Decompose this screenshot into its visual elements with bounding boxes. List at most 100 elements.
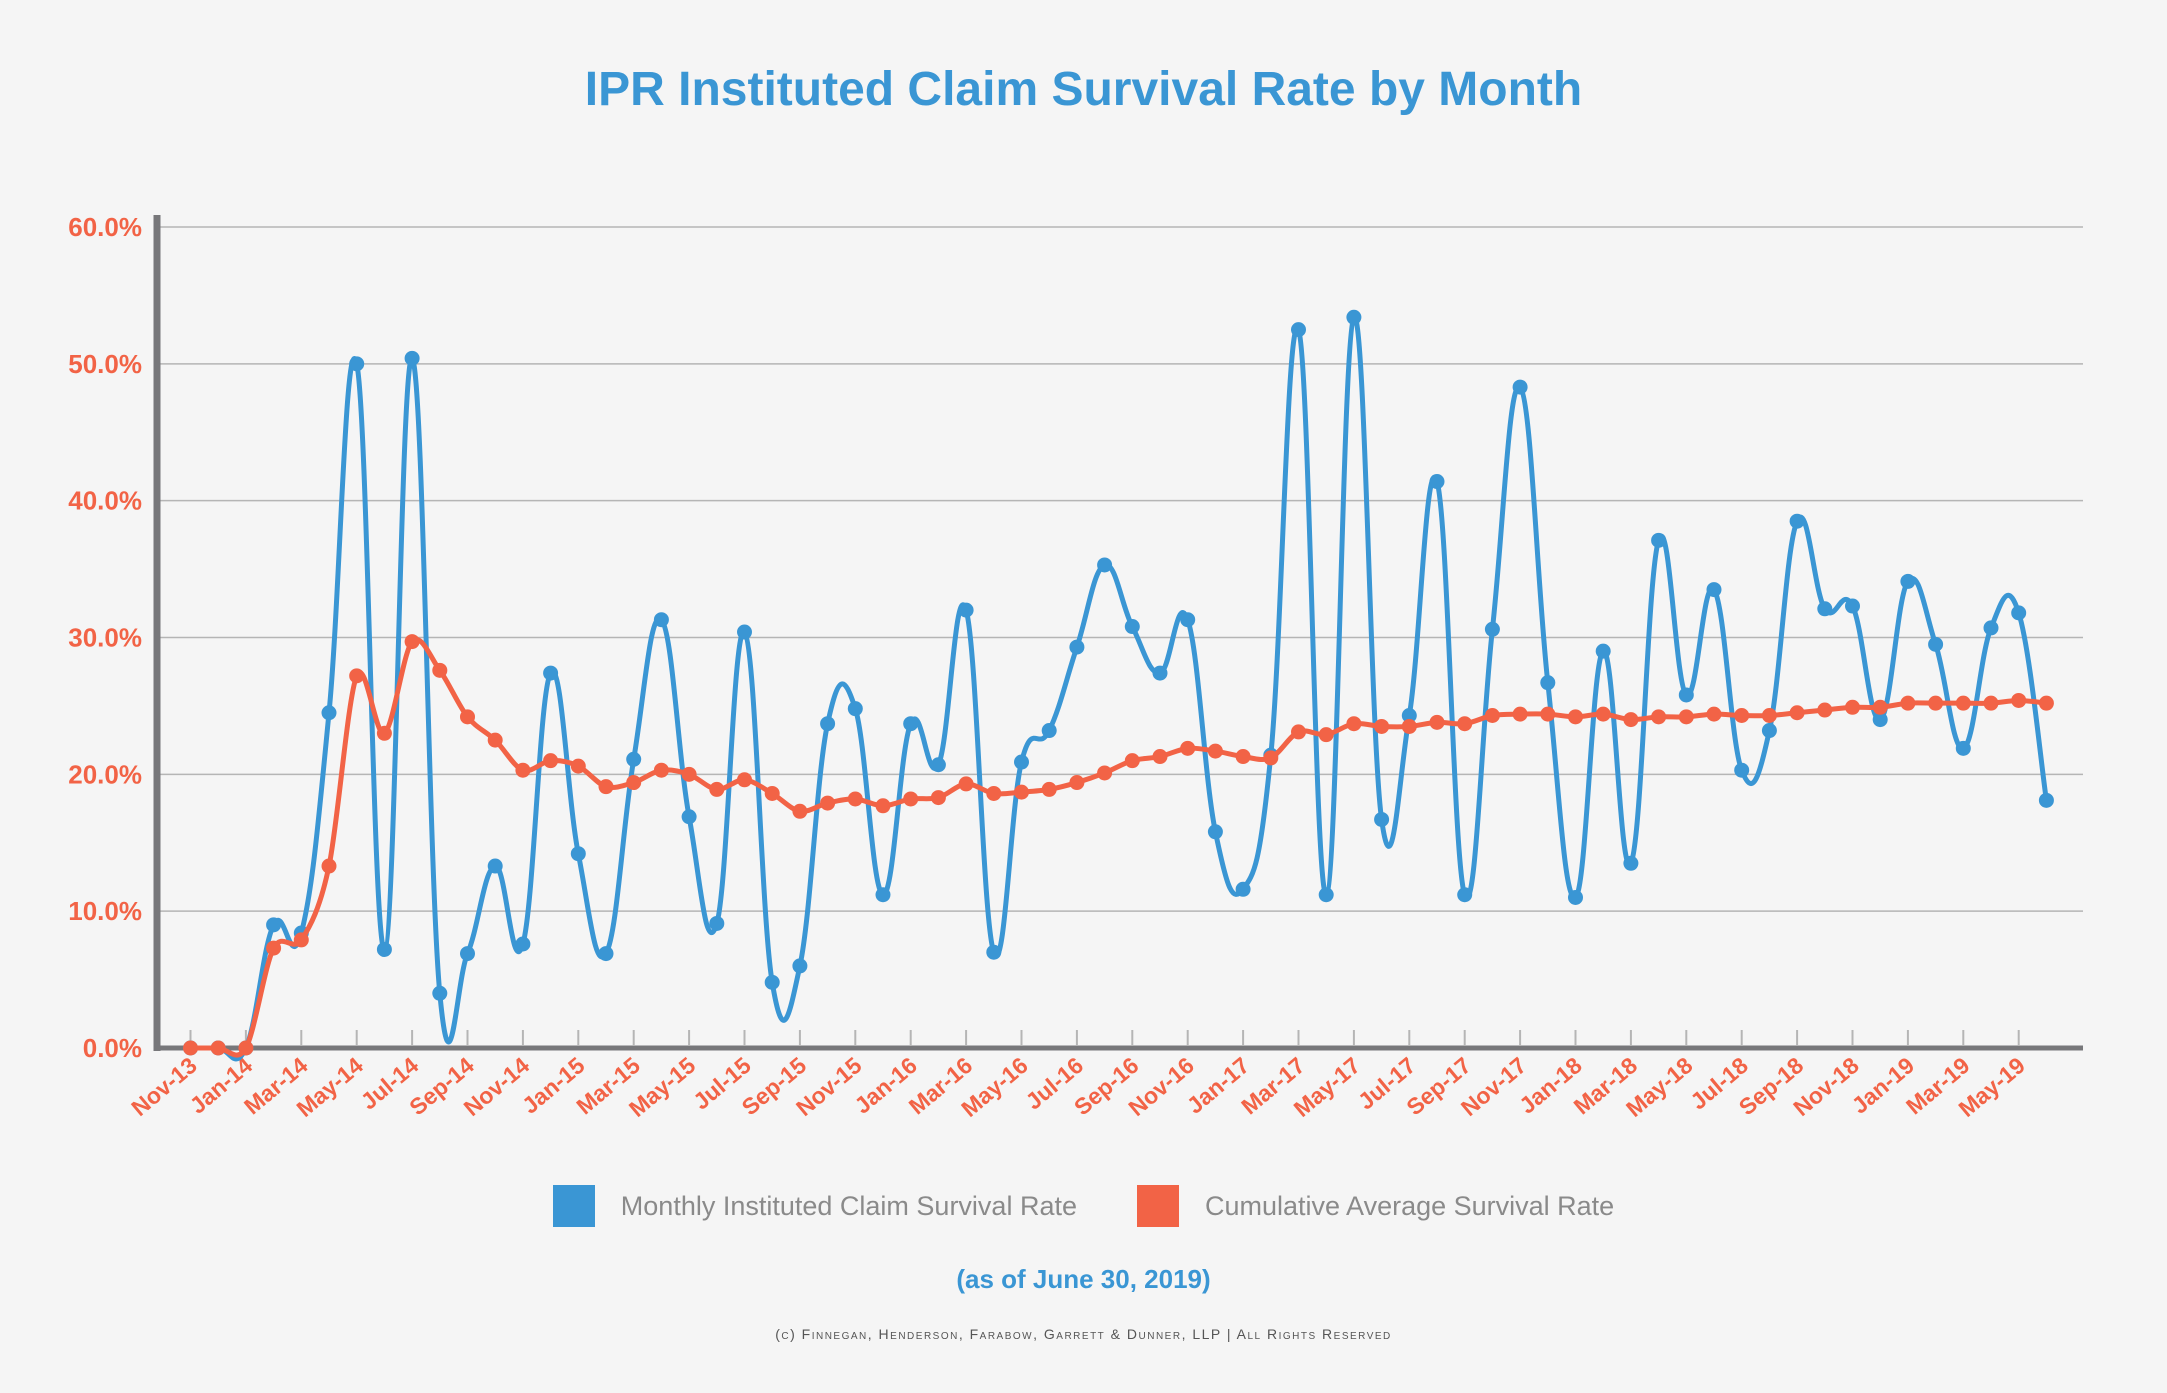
data-point-monthly [958, 602, 974, 618]
data-point-cumulative [681, 766, 697, 782]
data-point-cumulative [1623, 712, 1639, 728]
legend-label-monthly: Monthly Instituted Claim Survival Rate [620, 1190, 1077, 1221]
series-line-cumulative [190, 636, 2047, 1058]
data-point-monthly [1484, 621, 1500, 637]
data-point-cumulative [183, 1040, 198, 1056]
data-point-cumulative [764, 785, 780, 801]
data-point-cumulative [266, 940, 282, 956]
data-point-monthly [598, 946, 614, 962]
data-point-monthly [2038, 792, 2054, 808]
data-point-monthly [1928, 636, 1944, 652]
data-point-monthly [349, 356, 365, 372]
data-point-cumulative [1014, 784, 1029, 800]
data-point-monthly [1678, 687, 1694, 703]
data-point-monthly [1346, 309, 1362, 325]
data-point-cumulative [1263, 750, 1279, 766]
data-point-monthly [875, 887, 891, 903]
legend: Monthly Instituted Claim Survival Rate C… [0, 1185, 2167, 1227]
data-point-cumulative [1318, 727, 1334, 743]
data-point-cumulative [1789, 705, 1805, 721]
data-point-cumulative [1872, 699, 1888, 715]
data-point-monthly [847, 701, 863, 717]
data-point-monthly [1651, 532, 1667, 548]
data-point-monthly [570, 846, 586, 862]
data-point-cumulative [1678, 709, 1694, 725]
data-point-monthly [1734, 762, 1750, 778]
data-point-cumulative [847, 791, 863, 807]
data-point-monthly [376, 941, 392, 957]
data-point-cumulative [1928, 695, 1944, 711]
data-point-monthly [764, 974, 780, 990]
data-point-cumulative [1845, 699, 1860, 715]
data-point-monthly [1512, 379, 1528, 395]
data-point-cumulative [238, 1040, 254, 1056]
data-point-cumulative [210, 1040, 226, 1056]
data-point-cumulative [1291, 724, 1306, 740]
data-point-cumulative [1180, 740, 1196, 756]
data-point-cumulative [1152, 749, 1168, 765]
y-tick-label: 0.0% [83, 1033, 142, 1063]
data-point-monthly [404, 350, 420, 366]
data-point-cumulative [2038, 695, 2054, 711]
data-point-monthly [681, 809, 697, 825]
data-point-monthly [1124, 619, 1140, 635]
data-point-cumulative [1595, 706, 1611, 722]
legend-item-monthly: Monthly Instituted Claim Survival Rate [552, 1185, 1077, 1227]
data-point-monthly [1207, 824, 1223, 840]
as-of-note: (as of June 30, 2019) [956, 1264, 1211, 1294]
data-point-cumulative [1346, 716, 1362, 732]
data-point-monthly [487, 858, 503, 874]
y-tick-label: 10.0% [68, 896, 142, 926]
data-point-cumulative [1235, 749, 1251, 765]
data-point-cumulative [1124, 753, 1140, 769]
data-point-cumulative [349, 668, 365, 684]
data-point-cumulative [1401, 718, 1417, 734]
data-point-monthly [321, 705, 337, 721]
data-point-monthly [1789, 513, 1805, 529]
y-tick-label: 60.0% [68, 212, 142, 242]
data-point-monthly [1097, 557, 1113, 573]
data-point-monthly [1291, 322, 1306, 338]
data-point-cumulative [986, 785, 1002, 801]
legend-item-cumulative: Cumulative Average Survival Rate [1136, 1185, 1615, 1227]
data-point-cumulative [1457, 716, 1473, 732]
data-point-monthly [1595, 643, 1611, 659]
data-point-monthly [792, 958, 808, 974]
data-point-monthly [903, 716, 919, 732]
data-point-cumulative [376, 725, 392, 741]
data-point-cumulative [1983, 695, 1999, 711]
data-point-cumulative [1429, 714, 1445, 730]
data-point-monthly [1872, 712, 1888, 728]
data-point-cumulative [598, 779, 614, 795]
data-point-monthly [737, 624, 752, 640]
data-point-cumulative [1734, 707, 1750, 723]
legend-label-cumulative: Cumulative Average Survival Rate [1204, 1190, 1615, 1221]
data-point-monthly [1817, 601, 1833, 617]
y-tick-label: 20.0% [68, 759, 142, 789]
data-point-cumulative [1540, 706, 1556, 722]
data-point-monthly [820, 716, 836, 732]
data-point-monthly [1235, 881, 1251, 897]
data-point-monthly [1014, 754, 1029, 770]
data-point-monthly [1152, 665, 1168, 681]
data-point-cumulative [1069, 775, 1085, 791]
data-point-monthly [1761, 723, 1777, 739]
data-point-cumulative [1900, 695, 1916, 711]
data-point-monthly [1900, 573, 1916, 589]
data-point-cumulative [404, 634, 420, 650]
y-tick-label: 30.0% [68, 623, 142, 653]
data-point-cumulative [1207, 743, 1223, 759]
data-point-cumulative [432, 662, 448, 678]
data-point-cumulative [792, 803, 808, 819]
data-point-monthly [1955, 740, 1971, 756]
data-point-cumulative [875, 798, 891, 814]
data-point-cumulative [1817, 702, 1833, 718]
data-point-monthly [2011, 605, 2027, 621]
data-point-cumulative [958, 776, 974, 792]
data-point-cumulative [321, 858, 337, 874]
legend-swatch-monthly [552, 1185, 595, 1227]
data-point-monthly [1568, 889, 1583, 905]
copyright: (c) Finnegan, Henderson, Farabow, Garret… [775, 1326, 1392, 1342]
data-point-cumulative [653, 762, 669, 778]
data-point-cumulative [1041, 781, 1057, 797]
